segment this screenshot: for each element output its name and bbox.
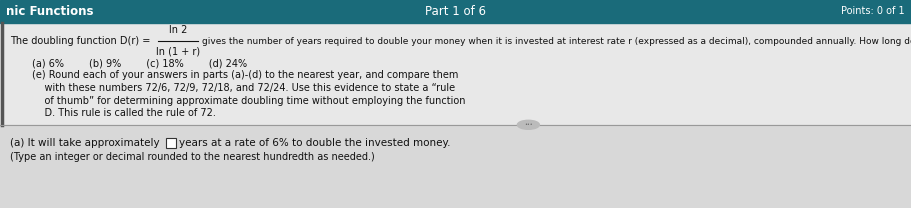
Text: ln (1 + r): ln (1 + r) bbox=[156, 47, 200, 57]
Text: nic Functions: nic Functions bbox=[6, 5, 94, 18]
Text: ln 2: ln 2 bbox=[169, 25, 187, 35]
Text: D. This rule is called the rule of 72.: D. This rule is called the rule of 72. bbox=[32, 108, 216, 118]
Text: (a) 6%        (b) 9%        (c) 18%        (d) 24%: (a) 6% (b) 9% (c) 18% (d) 24% bbox=[32, 58, 247, 68]
Bar bbox=[0, 125, 911, 208]
Text: •••: ••• bbox=[524, 122, 533, 127]
Text: (Type an integer or decimal rounded to the nearest hundredth as needed.): (Type an integer or decimal rounded to t… bbox=[10, 152, 374, 162]
Text: Part 1 of 6: Part 1 of 6 bbox=[425, 5, 486, 18]
Bar bbox=[0, 0, 911, 23]
Text: gives the number of years required to double your money when it is invested at i: gives the number of years required to do… bbox=[202, 36, 911, 46]
Text: Points: 0 of 1: Points: 0 of 1 bbox=[842, 6, 905, 16]
Ellipse shape bbox=[517, 120, 539, 129]
Text: The doubling function D(r) =: The doubling function D(r) = bbox=[10, 36, 150, 46]
Text: years at a rate of 6% to double the invested money.: years at a rate of 6% to double the inve… bbox=[179, 138, 451, 148]
Text: with these numbers 72/6, 72/9, 72/18, and 72/24. Use this evidence to state a “r: with these numbers 72/6, 72/9, 72/18, an… bbox=[32, 83, 455, 93]
Text: (a) It will take approximately: (a) It will take approximately bbox=[10, 138, 159, 148]
Text: of thumb” for determining approximate doubling time without employing the functi: of thumb” for determining approximate do… bbox=[32, 95, 466, 105]
Bar bbox=[166, 138, 176, 148]
Text: (e) Round each of your answers in parts (a)-(d) to the nearest year, and compare: (e) Round each of your answers in parts … bbox=[32, 71, 458, 80]
Bar bbox=[0, 23, 911, 125]
